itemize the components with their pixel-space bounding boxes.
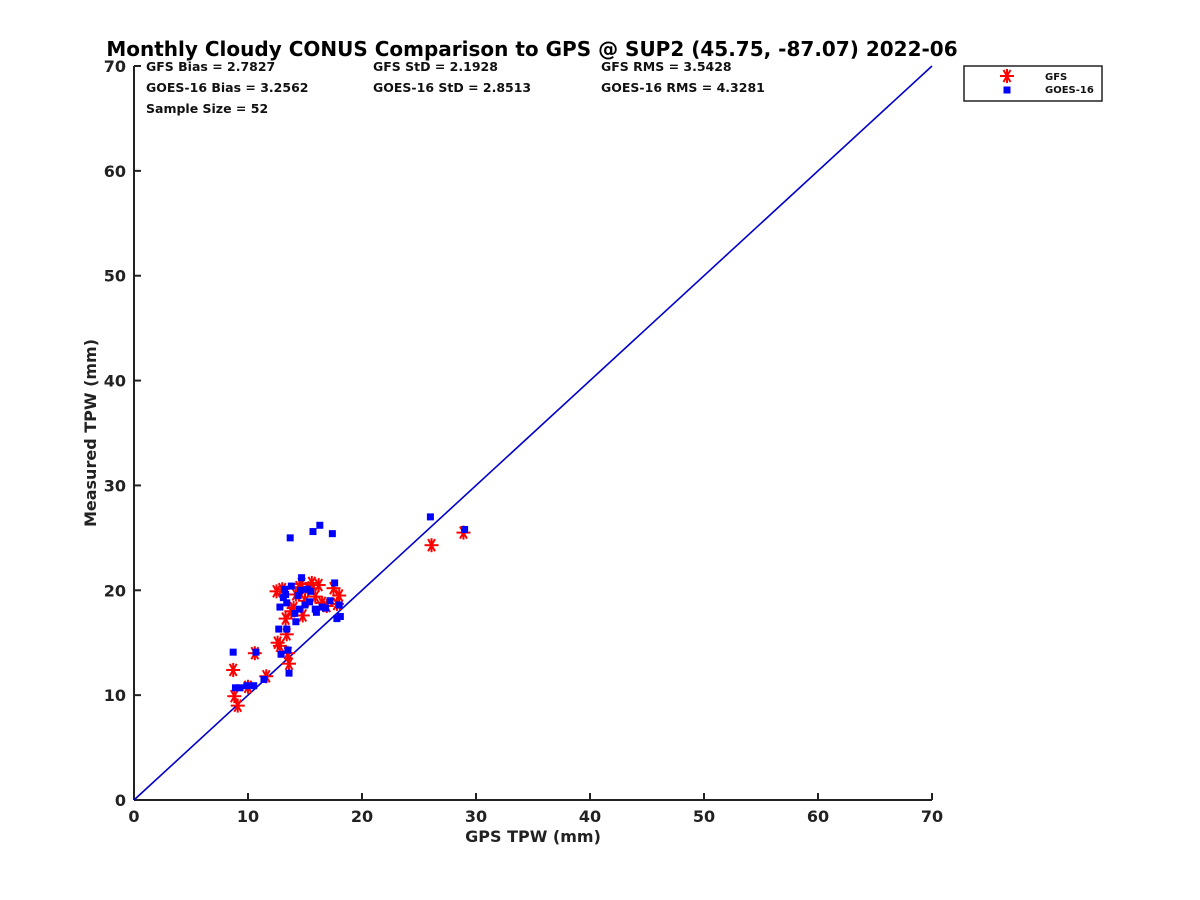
goes16-point bbox=[426, 513, 434, 521]
y-tick-label: 30 bbox=[104, 476, 126, 495]
stat-goes-bias: GOES-16 Bias = 3.2562 bbox=[146, 80, 308, 95]
goes16-point bbox=[243, 682, 251, 690]
goes16-point bbox=[283, 625, 291, 633]
y-tick-label: 70 bbox=[104, 57, 126, 76]
goes16-point bbox=[336, 613, 344, 620]
goes16-point bbox=[231, 684, 239, 692]
stat-sample-size: Sample Size = 52 bbox=[146, 101, 268, 116]
x-tick-label: 30 bbox=[465, 807, 487, 826]
goes16-point bbox=[292, 618, 300, 626]
goes16-point bbox=[277, 650, 285, 658]
gfs-point bbox=[272, 638, 287, 653]
y-tick-label: 60 bbox=[104, 162, 126, 181]
goes16-point bbox=[286, 534, 294, 542]
goes16-point bbox=[260, 675, 268, 683]
legend-gfs-asterisk bbox=[1000, 69, 1014, 83]
legend: GFS GOES-16 bbox=[963, 65, 1103, 102]
y-tick-label: 20 bbox=[104, 581, 126, 600]
goes16-point bbox=[298, 574, 306, 582]
y-tick-label: 0 bbox=[115, 791, 126, 810]
y-tick-group: 0 10 20 30 40 50 60 70 bbox=[104, 57, 141, 810]
x-tick-label: 60 bbox=[807, 807, 829, 826]
stat-gfs-rms: GFS RMS = 3.5428 bbox=[601, 59, 732, 74]
goes16-point bbox=[322, 604, 330, 612]
goes16-point bbox=[252, 648, 260, 656]
goes16-point bbox=[291, 609, 299, 617]
x-tick-label: 10 bbox=[237, 807, 259, 826]
legend-gfs-label: GFS bbox=[1045, 72, 1067, 83]
goes16-point bbox=[284, 646, 292, 654]
gfs-point bbox=[282, 656, 297, 671]
gfs-point bbox=[230, 698, 245, 713]
goes16-point bbox=[316, 521, 324, 529]
goes16-point bbox=[461, 525, 469, 533]
goes16-point bbox=[295, 605, 303, 613]
goes16-point bbox=[296, 586, 304, 594]
stat-gfs-std: GFS StD = 2.1928 bbox=[373, 59, 498, 74]
goes16-point bbox=[229, 648, 237, 656]
y-tick-label: 40 bbox=[104, 372, 126, 391]
x-tick-label: 0 bbox=[128, 807, 139, 826]
goes16-point bbox=[309, 528, 317, 536]
x-tick-label: 70 bbox=[921, 807, 943, 826]
legend-goes16-marker bbox=[1003, 86, 1011, 94]
y-axis-label: Measured TPW (mm) bbox=[81, 339, 100, 527]
goes16-point bbox=[307, 587, 315, 595]
goes16-point bbox=[285, 669, 293, 677]
gfs-point bbox=[278, 611, 293, 626]
stat-gfs-bias: GFS Bias = 2.7827 bbox=[146, 59, 275, 74]
gfs-point bbox=[226, 662, 241, 677]
x-tick-label: 50 bbox=[693, 807, 715, 826]
chart-title: Monthly Cloudy CONUS Comparison to GPS @… bbox=[106, 37, 957, 61]
goes16-point bbox=[276, 603, 284, 611]
gfs-point bbox=[311, 578, 326, 593]
x-tick-label: 40 bbox=[579, 807, 601, 826]
goes16-point bbox=[294, 592, 302, 600]
legend-goes16-label: GOES-16 bbox=[1045, 85, 1094, 96]
goes16-point bbox=[312, 608, 320, 616]
goes16-point bbox=[282, 590, 290, 598]
gfs-point bbox=[424, 538, 439, 553]
statistics-block: GFS Bias = 2.7827 GFS StD = 2.1928 GFS R… bbox=[146, 59, 765, 116]
goes16-point bbox=[250, 682, 258, 690]
y-tick-label: 10 bbox=[104, 686, 126, 705]
legend-gfs-marker bbox=[1000, 69, 1014, 83]
goes16-point bbox=[283, 599, 291, 607]
x-axis-label: GPS TPW (mm) bbox=[465, 827, 601, 846]
gfs-series bbox=[226, 525, 471, 713]
x-tick-label: 20 bbox=[351, 807, 373, 826]
stat-goes-rms: GOES-16 RMS = 4.3281 bbox=[601, 80, 765, 95]
stat-goes-std: GOES-16 StD = 2.8513 bbox=[373, 80, 531, 95]
goes16-point bbox=[335, 601, 343, 609]
goes16-point bbox=[287, 582, 295, 590]
goes16-point bbox=[306, 598, 314, 606]
legend-box bbox=[963, 65, 1103, 102]
y-tick-label: 50 bbox=[104, 267, 126, 286]
goes16-point bbox=[301, 601, 309, 609]
gfs-point bbox=[227, 689, 242, 704]
goes16-point bbox=[328, 530, 336, 538]
axes bbox=[133, 66, 932, 801]
goes16-point bbox=[236, 684, 244, 692]
goes16-point bbox=[326, 597, 334, 605]
goes16-series bbox=[229, 513, 469, 692]
goes16-point bbox=[275, 625, 283, 633]
one-to-one-line bbox=[133, 65, 933, 801]
goes16-point bbox=[331, 579, 339, 587]
x-tick-group: 0 10 20 30 40 50 60 70 bbox=[128, 793, 943, 826]
gfs-point bbox=[332, 588, 347, 603]
goes16-point bbox=[280, 585, 288, 593]
